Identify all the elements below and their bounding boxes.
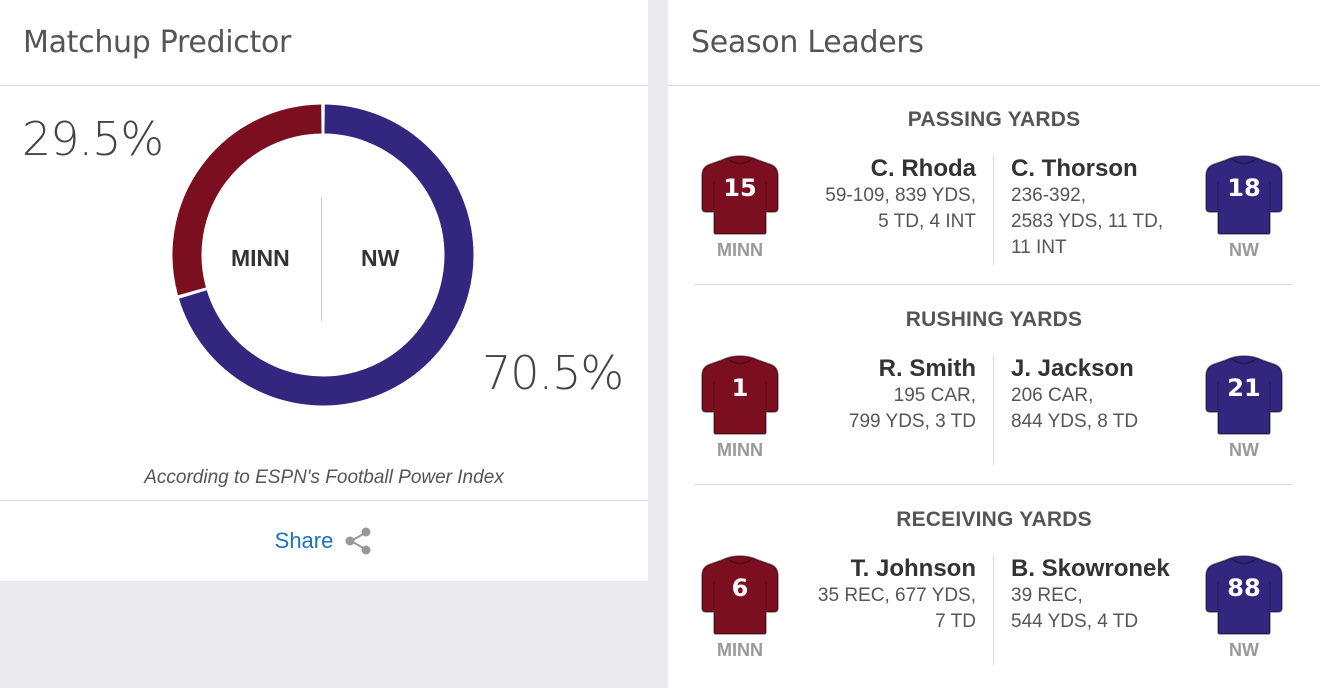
season-leaders-card: Season Leaders PASSING YARDS 15 MINN C. Rho… — [668, 0, 1320, 688]
donut-center-divider — [321, 197, 322, 321]
leader-category: RECEIVING YARDS 6 MINN T. Johnson 35 REC, 67… — [668, 400, 1320, 665]
player-name[interactable]: C. Thorson — [1011, 155, 1138, 182]
player-stat-line: 195 CAR, — [893, 385, 976, 406]
share-row: Share — [0, 500, 648, 581]
category-divider — [694, 484, 1292, 485]
player-stat-line: 799 YDS, 3 TD — [848, 411, 976, 432]
player-name[interactable]: J. Jackson — [1011, 355, 1134, 382]
player-stat-line: 2583 YDS, 11 TD, — [1011, 211, 1164, 232]
nw-win-probability: 70.5% — [482, 346, 624, 400]
nw-jersey-icon: 18 — [1202, 152, 1286, 236]
jersey-number: 18 — [1227, 174, 1261, 202]
player-stat-line: 59-109, 839 YDS, — [825, 185, 976, 206]
matchup-predictor-title: Matchup Predictor — [23, 25, 292, 60]
player-stat-line: 11 INT — [1011, 237, 1067, 258]
jersey-team-label: MINN — [717, 640, 763, 660]
player-info[interactable]: C. Rhoda 59-109, 839 YDS, 5 TD, 4 INT — [825, 155, 976, 235]
minn-probability-arc — [172, 104, 322, 296]
minn-jersey-icon: 1 — [698, 352, 782, 436]
jersey-number: 1 — [731, 374, 749, 402]
leader-category: RUSHING YARDS 1 MINN R. Smith 195 CAR, 799 YD… — [668, 200, 1320, 465]
player-divider — [993, 155, 994, 265]
minn-win-probability: 29.5% — [22, 112, 164, 166]
player-stat-line: 236-392, — [1011, 185, 1087, 206]
player-divider — [993, 555, 994, 665]
donut-team-minn: MINN — [231, 245, 290, 271]
category-divider — [694, 284, 1292, 285]
jersey-team-label: NW — [1229, 440, 1259, 460]
player-stat-line: 5 TD, 4 INT — [878, 211, 976, 232]
nw-probability-arc — [178, 104, 474, 406]
player-stat-line: 35 REC, 677 YDS, — [817, 585, 976, 606]
player-name[interactable]: B. Skowronek — [1011, 555, 1170, 582]
jersey-team-label: MINN — [717, 440, 763, 460]
jersey-number: 15 — [723, 174, 757, 202]
share-link[interactable]: Share — [274, 528, 334, 553]
player-info[interactable]: R. Smith 195 CAR, 799 YDS, 3 TD — [849, 355, 976, 435]
player-info[interactable]: J. Jackson 206 CAR, 844 YDS, 8 TD — [1011, 355, 1138, 435]
fpi-note: According to ESPN's Football Power Index — [144, 467, 504, 488]
category-title: PASSING YARDS — [907, 108, 1081, 131]
player-info[interactable]: T. Johnson 35 REC, 677 YDS, 7 TD — [818, 555, 976, 635]
category-title: RECEIVING YARDS — [896, 508, 1092, 531]
minn-jersey-icon: 6 — [698, 552, 782, 636]
matchup-predictor-header: Matchup Predictor — [0, 0, 648, 86]
matchup-predictor-card: Matchup Predictor 29.5% 70.5% MINN NW Ac… — [0, 0, 648, 581]
category-title: RUSHING YARDS — [905, 308, 1083, 331]
player-info[interactable]: C. Thorson 236-392, 2583 YDS, 11 TD, 11 INT — [1011, 155, 1163, 261]
player-name[interactable]: C. Rhoda — [870, 155, 976, 182]
player-name[interactable]: T. Johnson — [850, 555, 976, 582]
season-leaders-title: Season Leaders — [691, 25, 924, 60]
win-probability-donut — [172, 104, 474, 406]
nw-jersey-icon: 88 — [1202, 552, 1286, 636]
player-stat-line: 844 YDS, 8 TD — [1011, 411, 1139, 432]
player-info[interactable]: B. Skowronek 39 REC, 544 YDS, 4 TD — [1011, 555, 1170, 635]
player-stat-line: 544 YDS, 4 TD — [1011, 611, 1139, 632]
player-stat-line: 7 TD — [935, 611, 976, 632]
jersey-number: 21 — [1227, 374, 1261, 402]
leader-category: PASSING YARDS 15 MINN C. Rhoda 59-109, 839 Y… — [668, 0, 1320, 265]
jersey-number: 88 — [1227, 574, 1261, 602]
nw-jersey-icon: 21 — [1202, 352, 1286, 436]
player-name[interactable]: R. Smith — [878, 355, 976, 382]
jersey-team-label: NW — [1229, 240, 1259, 260]
minn-jersey-icon: 15 — [698, 152, 782, 236]
jersey-number: 6 — [731, 574, 749, 602]
player-stat-line: 206 CAR, — [1011, 385, 1094, 406]
season-leaders-header: Season Leaders — [668, 0, 1320, 86]
player-divider — [993, 355, 994, 465]
share-icon[interactable] — [343, 526, 373, 556]
jersey-team-label: MINN — [717, 240, 763, 260]
jersey-team-label: NW — [1229, 640, 1259, 660]
donut-team-nw: NW — [361, 245, 400, 271]
player-stat-line: 39 REC, — [1011, 585, 1083, 606]
